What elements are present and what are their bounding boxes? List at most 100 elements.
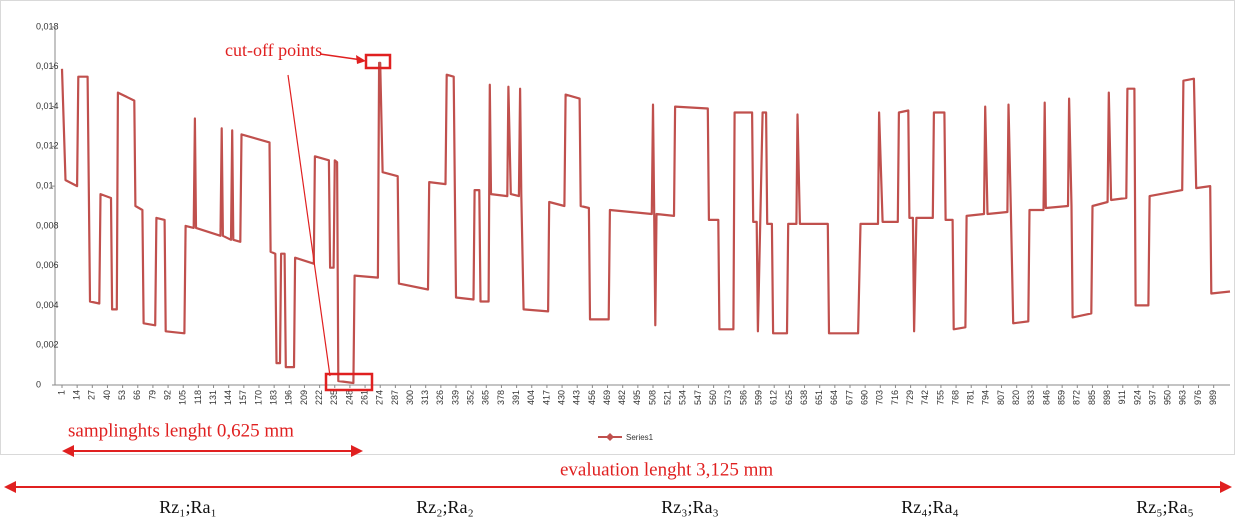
x-tick-label: 339 xyxy=(450,390,460,405)
x-tick-label: 92 xyxy=(162,390,172,400)
sampling-label: samplinghts lenght 0,625 mm xyxy=(68,420,294,441)
x-tick-label: 703 xyxy=(875,390,885,405)
x-tick-label: 274 xyxy=(375,390,385,405)
x-tick-label: 404 xyxy=(526,390,536,405)
x-tick-label: 534 xyxy=(678,390,688,405)
x-tick-label: 27 xyxy=(87,390,97,400)
x-tick-label: 365 xyxy=(481,390,491,405)
segment-label: Rz₂;Ra₂ xyxy=(416,497,474,517)
x-tick-label: 521 xyxy=(663,390,673,405)
x-tick-label: 612 xyxy=(769,390,779,405)
x-tick-label: 573 xyxy=(723,390,733,405)
segment-label: Rz₁;Ra₁ xyxy=(159,497,217,517)
x-tick-label: 482 xyxy=(617,390,627,405)
x-tick-label: 79 xyxy=(147,390,157,400)
y-tick-label: 0,012 xyxy=(36,141,59,151)
x-tick-label: 833 xyxy=(1026,390,1036,405)
x-tick-label: 66 xyxy=(132,390,142,400)
arrow-head xyxy=(351,445,363,457)
x-tick-label: 560 xyxy=(708,390,718,405)
x-tick-label: 1 xyxy=(56,390,66,395)
x-tick-label: 300 xyxy=(405,390,415,405)
x-tick-label: 131 xyxy=(208,390,218,405)
x-tick-label: 287 xyxy=(390,390,400,405)
segment-label: Rz₄;Ra₄ xyxy=(901,497,959,517)
x-tick-label: 417 xyxy=(541,390,551,405)
x-tick-label: 170 xyxy=(253,390,263,405)
y-tick-label: 0,018 xyxy=(36,21,59,31)
x-tick-label: 963 xyxy=(1178,390,1188,405)
x-tick-label: 898 xyxy=(1102,390,1112,405)
x-tick-label: 716 xyxy=(890,390,900,405)
x-tick-label: 53 xyxy=(117,390,127,400)
x-tick-label: 209 xyxy=(299,390,309,405)
x-tick-label: 937 xyxy=(1147,390,1157,405)
cut-off-pointer xyxy=(287,74,331,377)
arrow-head xyxy=(1220,481,1232,493)
x-tick-label: 14 xyxy=(72,390,82,400)
x-tick-label: 144 xyxy=(223,390,233,405)
x-tick-label: 755 xyxy=(935,390,945,405)
x-tick-label: 196 xyxy=(284,390,294,405)
cut-off-arrow xyxy=(319,53,363,61)
x-tick-label: 989 xyxy=(1208,390,1218,405)
cut-off-label: cut-off points xyxy=(225,40,322,60)
x-tick-label: 625 xyxy=(784,390,794,405)
legend: Series1 xyxy=(598,433,654,442)
arrow-head xyxy=(4,481,16,493)
y-tick-label: 0 xyxy=(36,379,41,389)
x-tick-label: 599 xyxy=(753,390,763,405)
x-tick-label: 469 xyxy=(602,390,612,405)
x-tick-label: 846 xyxy=(1041,390,1051,405)
x-tick-label: 313 xyxy=(420,390,430,405)
x-tick-label: 261 xyxy=(359,390,369,405)
y-tick-label: 0,008 xyxy=(36,220,59,230)
x-tick-label: 547 xyxy=(693,390,703,405)
plot: 0 0,002 0,004 0,006 0,008 0,01 0,012 0,014 0,016… xyxy=(36,21,1231,405)
x-tick-label: 105 xyxy=(178,390,188,405)
x-tick-label: 911 xyxy=(1117,390,1127,404)
x-tick-label: 430 xyxy=(556,390,566,405)
x-tick-label: 508 xyxy=(647,390,657,405)
arrow-head xyxy=(62,445,74,457)
x-tick-label: 872 xyxy=(1072,390,1082,405)
legend-label: Series1 xyxy=(626,433,654,442)
x-tick-label: 638 xyxy=(799,390,809,405)
x-tick-label: 859 xyxy=(1057,390,1067,405)
y-tick-label: 0,01 xyxy=(36,180,54,190)
x-tick-label: 742 xyxy=(920,390,930,405)
arrow-head xyxy=(356,55,366,64)
x-tick-label: 807 xyxy=(996,390,1006,405)
y-tick-label: 0,016 xyxy=(36,61,59,71)
x-tick-label: 248 xyxy=(344,390,354,405)
cut-off-box xyxy=(324,372,374,392)
x-tick-label: 924 xyxy=(1132,390,1142,405)
series-line xyxy=(60,61,1231,385)
x-tick-label: 495 xyxy=(632,390,642,405)
cut-off-box xyxy=(364,53,392,70)
y-tick-label: 0,014 xyxy=(36,101,59,111)
legend-marker xyxy=(606,433,614,441)
chart-frame xyxy=(0,0,1235,455)
x-tick-label: 443 xyxy=(572,390,582,405)
x-tick-label: 378 xyxy=(496,390,506,405)
x-tick-label: 976 xyxy=(1193,390,1203,405)
x-tick-label: 781 xyxy=(966,390,976,405)
x-tick-label: 222 xyxy=(314,390,324,405)
x-tick-label: 157 xyxy=(238,390,248,405)
x-tick-label: 183 xyxy=(269,390,279,405)
segment-label: Rz₅;Ra₅ xyxy=(1136,497,1194,517)
y-tick-label: 0,004 xyxy=(36,300,59,310)
x-tick-label: 885 xyxy=(1087,390,1097,405)
x-tick-label: 586 xyxy=(738,390,748,405)
x-tick-label: 235 xyxy=(329,390,339,405)
y-tick-label: 0,006 xyxy=(36,260,59,270)
x-tick-label: 456 xyxy=(587,390,597,405)
x-tick-label: 768 xyxy=(950,390,960,405)
x-tick-label: 820 xyxy=(1011,390,1021,405)
x-tick-label: 729 xyxy=(905,390,915,405)
x-tick-label: 326 xyxy=(435,390,445,405)
x-tick-label: 690 xyxy=(860,390,870,405)
x-tick-label: 352 xyxy=(466,390,476,405)
